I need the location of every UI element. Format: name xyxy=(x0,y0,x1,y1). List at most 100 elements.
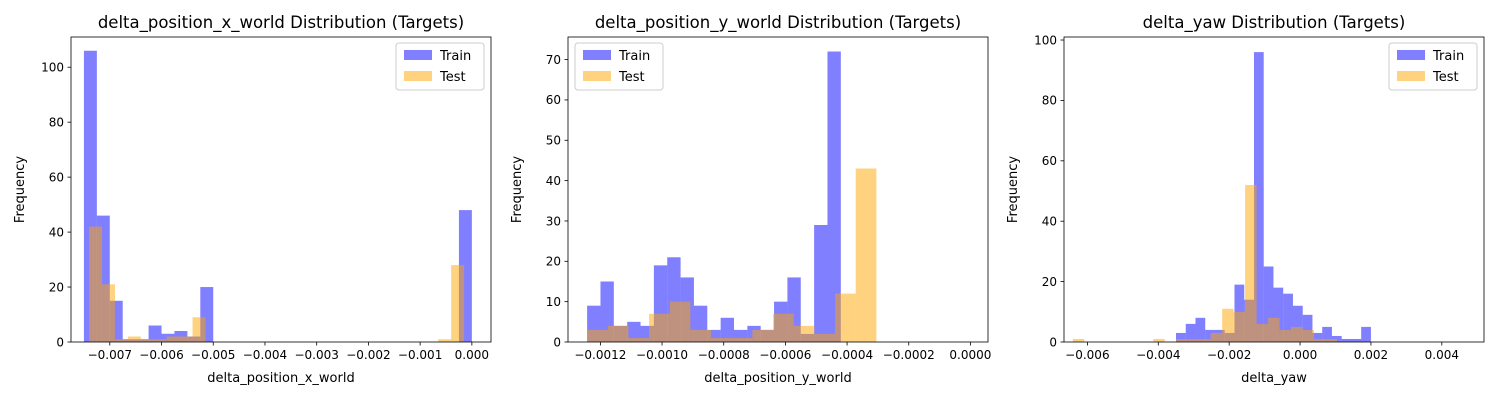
x-tick-label: −0.0012 xyxy=(574,348,626,362)
y-tick-label: 80 xyxy=(49,115,64,129)
bar-train xyxy=(1205,329,1215,342)
bar-test xyxy=(140,339,154,342)
chart-title: delta_position_x_world Distribution (Tar… xyxy=(98,13,464,33)
y-tick-label: 30 xyxy=(546,214,561,228)
legend-swatch-train xyxy=(404,50,432,60)
series-train xyxy=(83,50,472,342)
series-train xyxy=(587,51,841,343)
x-tick-label: −0.004 xyxy=(1136,348,1180,362)
chart-title: delta_position_y_world Distribution (Tar… xyxy=(595,13,961,33)
legend-swatch-train xyxy=(583,50,611,60)
x-tick-label: 0.004 xyxy=(1425,348,1459,362)
x-tick-label: −0.0008 xyxy=(698,348,750,362)
legend-swatch-train xyxy=(1397,50,1425,60)
bar-test xyxy=(1153,338,1165,342)
bar-test xyxy=(179,336,193,342)
bar-train xyxy=(148,325,162,342)
bar-test xyxy=(438,339,452,342)
bar-train xyxy=(1253,52,1264,343)
bar-test xyxy=(835,293,856,342)
bar-train xyxy=(1322,326,1332,342)
y-tick-label: 100 xyxy=(1034,33,1057,47)
chart-title: delta_yaw Distribution (Targets) xyxy=(1143,13,1406,33)
y-tick-label: 80 xyxy=(1042,94,1057,108)
y-tick-label: 40 xyxy=(49,225,64,239)
legend-swatch-test xyxy=(583,71,611,81)
bar-test xyxy=(127,336,141,342)
bar-test xyxy=(587,329,608,342)
x-tick-label: −0.004 xyxy=(243,348,287,362)
bar-test xyxy=(1291,326,1303,342)
bar-test xyxy=(1256,323,1269,342)
y-axis-label: Frequency xyxy=(1006,156,1021,223)
bar-test xyxy=(1210,332,1223,342)
y-tick-label: 0 xyxy=(1049,335,1057,349)
bar-test xyxy=(855,168,877,342)
x-tick-label: 0.000 xyxy=(1283,348,1317,362)
series-test xyxy=(1072,184,1337,342)
legend-swatch-test xyxy=(404,71,432,81)
bar-test xyxy=(102,284,115,342)
y-tick-label: 0 xyxy=(56,335,64,349)
x-tick-label: 0.000 xyxy=(455,348,489,362)
bar-train xyxy=(720,317,734,342)
x-tick-label: −0.001 xyxy=(398,348,442,362)
y-tick-label: 10 xyxy=(546,295,561,309)
x-tick-label: −0.0006 xyxy=(759,348,811,362)
bar-test xyxy=(153,339,167,342)
bar-train xyxy=(1351,338,1362,342)
legend-label-train: Train xyxy=(1432,49,1464,64)
y-tick-label: 50 xyxy=(546,134,561,148)
y-tick-label: 70 xyxy=(546,53,561,67)
bar-train xyxy=(1312,332,1323,342)
x-tick-label: −0.002 xyxy=(346,348,390,362)
bar-test xyxy=(1279,329,1292,342)
legend-label-train: Train xyxy=(618,49,650,64)
y-tick-label: 100 xyxy=(41,61,64,75)
y-tick-label: 60 xyxy=(546,93,561,107)
x-tick-label: −0.0010 xyxy=(636,348,688,362)
x-tick-label: −0.006 xyxy=(139,348,183,362)
bar-test xyxy=(114,339,128,342)
bar-test xyxy=(1268,317,1280,342)
bar-test xyxy=(711,337,732,342)
bar-train xyxy=(1185,323,1196,342)
bar-test xyxy=(793,325,815,342)
legend-label-test: Test xyxy=(1432,70,1459,85)
bar-train xyxy=(1302,314,1313,342)
bar-test xyxy=(731,337,753,342)
bar-train xyxy=(814,225,828,342)
legend: Train Test xyxy=(395,42,485,91)
bar-test xyxy=(1072,338,1085,342)
bar-train xyxy=(1341,338,1352,342)
bar-test xyxy=(1222,308,1234,342)
legend: Train Test xyxy=(1388,42,1478,91)
x-tick-label: 0.002 xyxy=(1354,348,1388,362)
bar-test xyxy=(690,329,712,342)
chart-panel-2: −0.0012 −0.0010 −0.0008 −0.0006 −0.0004 −0.00… xyxy=(510,13,991,386)
bar-test xyxy=(192,317,206,342)
bar-train xyxy=(1361,326,1371,342)
bar-test xyxy=(773,313,794,342)
x-axis-label: delta_yaw xyxy=(1241,371,1307,386)
series-test xyxy=(89,226,465,342)
bar-train xyxy=(1273,287,1284,342)
bar-test xyxy=(1245,184,1257,342)
bar-test xyxy=(166,336,180,342)
bar-train xyxy=(1283,293,1293,342)
bar-test xyxy=(752,329,774,342)
x-tick-label: −0.003 xyxy=(294,348,338,362)
y-tick-label: 60 xyxy=(1042,154,1057,168)
bar-train xyxy=(827,51,841,343)
bar-test xyxy=(89,226,103,342)
bar-test xyxy=(814,333,836,342)
y-axis-label: Frequency xyxy=(13,156,28,223)
bar-train xyxy=(1263,266,1274,342)
chart-panel-1: −0.007 −0.006 −0.005 −0.004 −0.003 −0.002 −0.0… xyxy=(13,13,492,386)
bar-test xyxy=(1176,338,1188,342)
bar-train xyxy=(1195,317,1206,342)
bar-train xyxy=(627,321,641,342)
y-tick-label: 20 xyxy=(1042,275,1057,289)
x-axis-label: delta_position_y_world xyxy=(704,371,851,386)
